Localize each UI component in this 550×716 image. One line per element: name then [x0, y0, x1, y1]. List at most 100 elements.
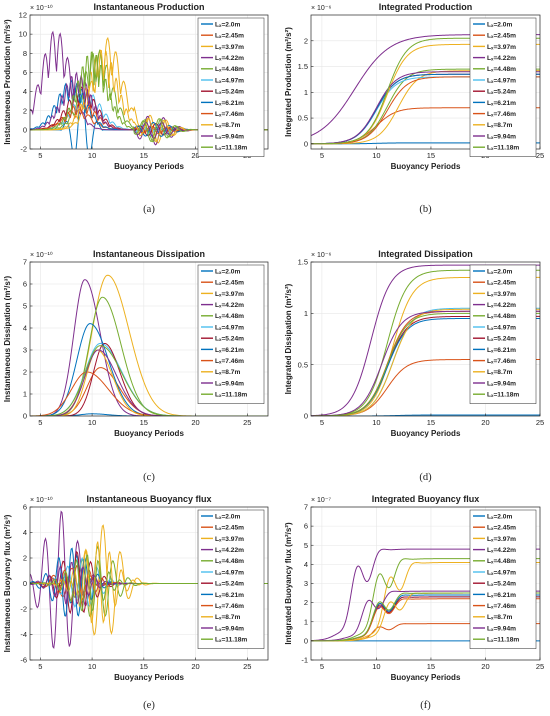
legend-entry: Lₓ=4.22m [215, 547, 244, 554]
x-tick-label: 10 [88, 418, 96, 427]
x-axis-label: Buoyancy Periods [114, 673, 184, 682]
legend-entry: Lₓ=2.0m [215, 268, 240, 275]
legend-entry: Lₓ=2.0m [487, 268, 512, 275]
y-tick-label: 1.5 [298, 62, 308, 71]
legend-entry: Lₓ=2.0m [215, 513, 240, 520]
y-tick-label: 7 [23, 258, 27, 267]
legend-entry: Lₓ=7.46m [487, 603, 516, 610]
legend-entry: Lₓ=4.97m [487, 324, 516, 331]
legend-entry: Lₓ=2.0m [487, 513, 512, 520]
legend-entry: Lₓ=9.94m [215, 625, 244, 632]
subfigure-label: (c) [143, 472, 155, 483]
y-tick-label: 1 [23, 390, 27, 399]
x-tick-label: 15 [427, 418, 435, 427]
legend-entry: Lₓ=7.46m [215, 603, 244, 610]
y-tick-label: 2 [304, 598, 308, 607]
panel-d: 5 10 15 20 25 0 0.5 1 1.5× 10⁻⁶ Integrated Dissip… [284, 249, 544, 483]
axis-exponent: × 10⁻⁶ [311, 5, 332, 12]
y-tick-label: 1 [304, 88, 308, 97]
y-tick-label: -6 [20, 656, 27, 665]
y-tick-label: 0 [23, 579, 27, 588]
legend: Lₓ=2.0m Lₓ=2.45m Lₓ=3.97m Lₓ=4.22m Lₓ=4.48m L… [197, 264, 265, 404]
x-tick-label: 20 [191, 662, 199, 671]
chart-title: Integrated Buoyancy flux [372, 494, 480, 504]
legend-entry: Lₓ=2.45m [487, 525, 516, 532]
legend-entry: Lₓ=4.48m [487, 313, 516, 320]
legend: Lₓ=2.0m Lₓ=2.45m Lₓ=3.97m Lₓ=4.22m Lₓ=4.48m L… [197, 509, 265, 649]
legend-entry: Lₓ=9.94m [215, 380, 244, 387]
panel-e: 5 10 15 20 25 -6 -4 -2 0 2 4 6× 10⁻¹⁰ Instantaneous … [3, 494, 269, 711]
legend-entry: Lₓ=7.46m [215, 358, 244, 365]
y-tick-label: 4 [23, 87, 27, 96]
y-tick-label: 1 [304, 309, 308, 318]
y-tick-label: 6 [23, 68, 27, 77]
legend-entry: Lₓ=8.7m [215, 614, 240, 621]
x-axis-label: Buoyancy Periods [114, 429, 184, 438]
x-tick-label: 20 [191, 151, 199, 160]
subfigure-label: (b) [419, 204, 432, 215]
legend-entry: Lₓ=2.45m [487, 280, 516, 287]
y-axis-label: Integrated Buoyancy flux (m²/s²) [284, 522, 293, 645]
legend-entry: Lₓ=11.18m [215, 392, 247, 399]
legend-box [197, 17, 265, 157]
legend-entry: Lₓ=5.24m [487, 581, 516, 588]
x-tick-label: 25 [536, 662, 544, 671]
legend-entry: Lₓ=9.94m [487, 625, 516, 632]
legend: Lₓ=2.0m Lₓ=2.45m Lₓ=3.97m Lₓ=4.22m Lₓ=4.48m L… [469, 264, 537, 404]
y-tick-label: 3 [304, 579, 308, 588]
chart-title: Instantaneous Production [93, 2, 204, 12]
x-tick-label: 20 [481, 418, 489, 427]
legend-entry: Lₓ=7.46m [487, 358, 516, 365]
chart-title: Instantaneous Dissipation [93, 249, 205, 259]
y-tick-label: 5 [23, 302, 27, 311]
legend-entry: Lₓ=4.97m [215, 324, 244, 331]
y-tick-label: 3 [23, 346, 27, 355]
legend-entry: Lₓ=3.97m [487, 44, 516, 51]
legend-entry: Lₓ=5.24m [215, 581, 244, 588]
legend-entry: Lₓ=2.45m [487, 33, 516, 40]
x-tick-label: 25 [536, 151, 544, 160]
legend-entry: Lₓ=6.21m [487, 100, 516, 107]
legend-entry: Lₓ=11.18m [487, 145, 519, 152]
y-tick-label: 1.5 [298, 258, 308, 267]
axes-box [310, 261, 541, 417]
chart-title: Integrated Production [379, 2, 473, 12]
legend-entry: Lₓ=3.97m [215, 536, 244, 543]
y-tick-label: 0.5 [298, 360, 308, 369]
x-tick-label: 5 [320, 662, 324, 671]
x-tick-label: 5 [38, 418, 42, 427]
legend-entry: Lₓ=4.97m [487, 569, 516, 576]
y-tick-label: -2 [20, 145, 27, 154]
subfigure-label: (d) [419, 472, 432, 483]
x-tick-label: 15 [140, 151, 148, 160]
legend-entry: Lₓ=2.0m [487, 21, 512, 28]
y-tick-label: 10 [19, 30, 27, 39]
x-tick-label: 5 [38, 662, 42, 671]
x-axis-label: Buoyancy Periods [391, 162, 461, 171]
legend-entry: Lₓ=3.97m [215, 44, 244, 51]
y-axis-label: Instantaneous Buoyancy flux (m²/s³) [3, 514, 12, 652]
y-tick-label: 8 [23, 49, 27, 58]
series-line-12 [30, 345, 268, 416]
x-tick-label: 15 [140, 662, 148, 671]
axes-box [310, 14, 541, 150]
legend-entry: Lₓ=6.21m [487, 592, 516, 599]
legend-entry: Lₓ=8.7m [215, 122, 240, 129]
y-tick-label: 1 [304, 617, 308, 626]
axis-exponent: × 10⁻⁷ [311, 497, 332, 504]
x-tick-label: 10 [88, 151, 96, 160]
legend-entry: Lₓ=4.48m [215, 313, 244, 320]
legend: Lₓ=2.0m Lₓ=2.45m Lₓ=3.97m Lₓ=4.22m Lₓ=4.48m L… [469, 509, 537, 649]
legend-entry: Lₓ=11.18m [487, 637, 519, 644]
y-tick-label: -1 [301, 656, 308, 665]
legend-entry: Lₓ=7.46m [487, 111, 516, 118]
y-tick-label: -2 [20, 605, 27, 614]
legend-entry: Lₓ=5.24m [487, 89, 516, 96]
y-axis-label: Instantaneous Production (m²/s³) [3, 19, 12, 145]
x-tick-label: 10 [88, 662, 96, 671]
y-tick-label: 12 [19, 11, 27, 20]
y-tick-label: 7 [304, 503, 308, 512]
legend-entry: Lₓ=2.45m [215, 525, 244, 532]
x-tick-label: 5 [320, 151, 324, 160]
